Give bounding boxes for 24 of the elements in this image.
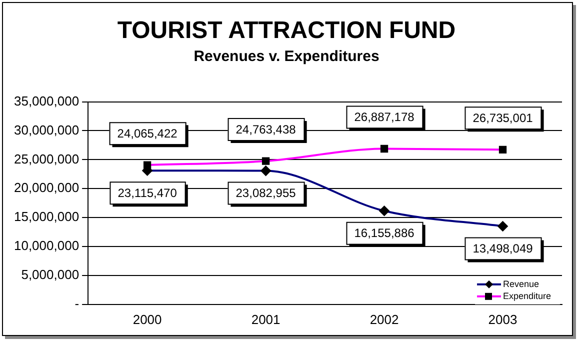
y-tick-label: 30,000,000: [14, 122, 80, 138]
y-tick-label: 35,000,000: [14, 93, 80, 108]
x-tick-label: 2001: [251, 312, 280, 327]
y-tick-label: 5,000,000: [21, 267, 80, 282]
chart-subtitle: Revenues v. Expenditures: [194, 48, 380, 65]
chart-title: TOURIST ATTRACTION FUND: [117, 17, 456, 44]
data-label: 26,887,178: [354, 110, 415, 124]
x-tick-label: 2002: [370, 312, 399, 327]
legend-label: Revenue: [503, 278, 540, 289]
y-tick-label: 10,000,000: [14, 238, 80, 254]
x-tick-label: 2000: [132, 312, 162, 327]
data-label: 24,763,438: [236, 122, 296, 136]
data-label: 13,498,049: [472, 242, 534, 256]
x-tick-label: 2003: [488, 312, 518, 327]
data-label: 16,155,886: [354, 226, 415, 240]
y-tick-label: 15,000,000: [14, 209, 80, 224]
data-label: 26,735,001: [472, 110, 534, 125]
y-tick-label: 25,000,000: [14, 151, 80, 166]
y-tick-label: 20,000,000: [14, 180, 80, 196]
legend-label: Expenditure: [503, 290, 552, 301]
y-tick-label: -: [74, 296, 80, 311]
data-label: 23,082,955: [236, 186, 296, 200]
data-label: 24,065,422: [117, 126, 178, 140]
data-label: 23,115,470: [118, 186, 178, 200]
